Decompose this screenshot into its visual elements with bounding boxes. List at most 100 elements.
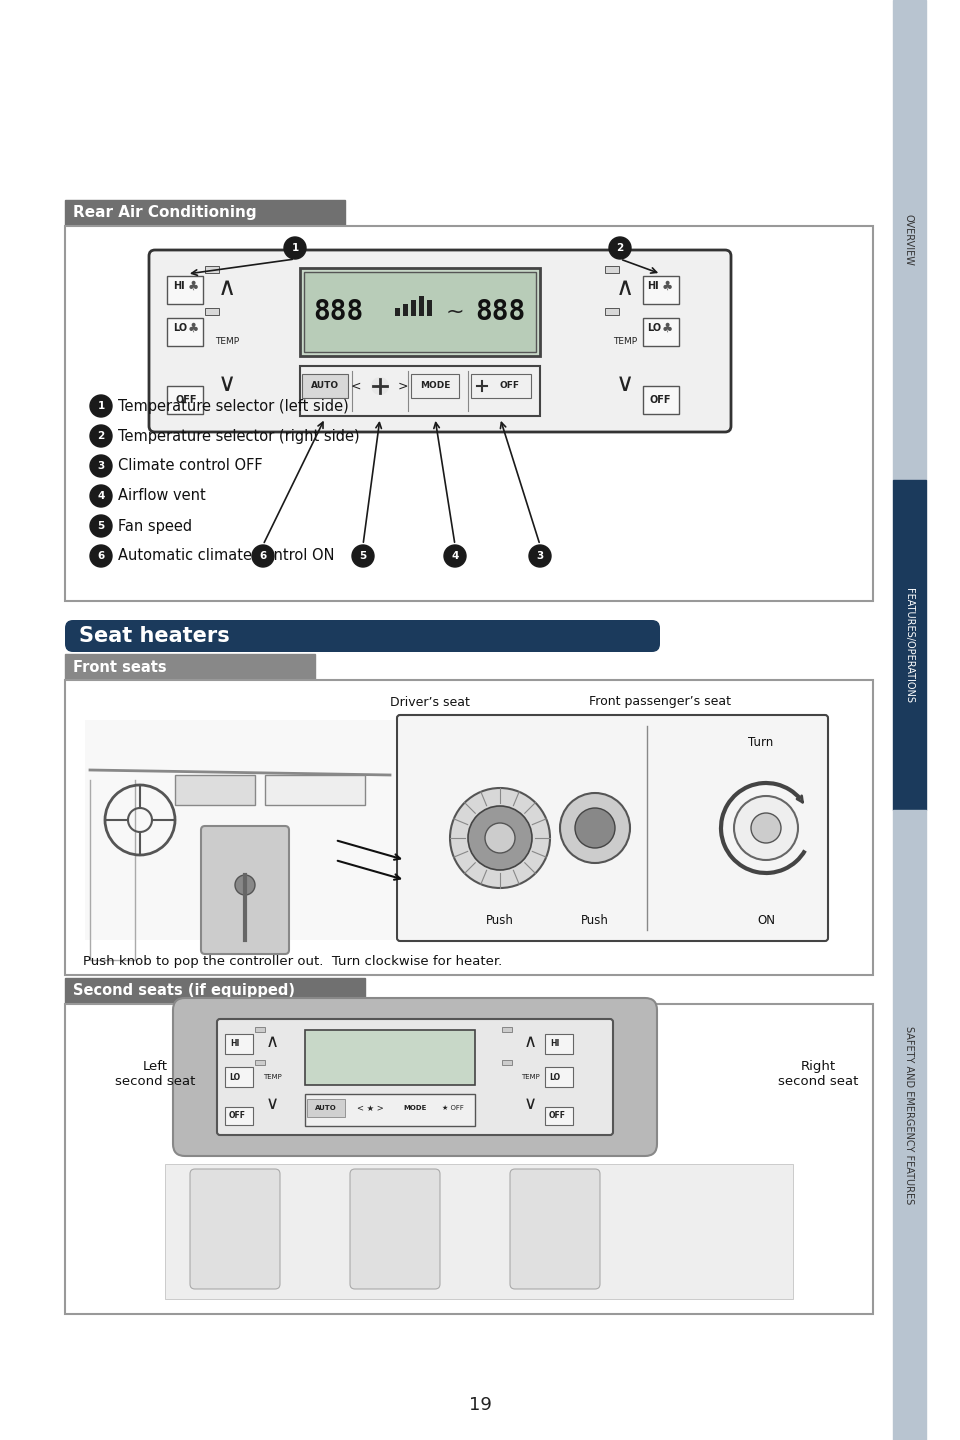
Text: Rear Air Conditioning: Rear Air Conditioning (73, 206, 256, 220)
Bar (643, 276, 679, 304)
Bar (255, 1060, 265, 1066)
Text: Second seats (if equipped): Second seats (if equipped) (73, 984, 295, 998)
Circle shape (252, 544, 274, 567)
Text: SAFETY AND EMERGENCY FEATURES: SAFETY AND EMERGENCY FEATURES (904, 1025, 914, 1204)
Text: 2: 2 (97, 431, 105, 441)
Circle shape (560, 793, 630, 863)
Circle shape (352, 544, 374, 567)
Text: OVERVIEW: OVERVIEW (904, 215, 914, 266)
Text: Push: Push (486, 913, 514, 926)
Text: ∧: ∧ (616, 276, 635, 300)
Text: < ★ >: < ★ > (356, 1103, 383, 1113)
Circle shape (90, 485, 112, 507)
FancyBboxPatch shape (149, 251, 731, 432)
Text: HI: HI (550, 1040, 560, 1048)
FancyBboxPatch shape (217, 1020, 613, 1135)
Text: LO: LO (173, 323, 187, 333)
Bar (205, 308, 219, 315)
Text: Airflow vent: Airflow vent (118, 488, 205, 504)
Text: Front passenger’s seat: Front passenger’s seat (589, 696, 731, 708)
Text: $\clubsuit$: $\clubsuit$ (187, 279, 199, 292)
Bar (893, 809, 926, 1440)
Bar (643, 318, 679, 346)
Circle shape (609, 238, 631, 259)
Text: Push knob to pop the controller out.  Turn clockwise for heater.: Push knob to pop the controller out. Tur… (83, 955, 502, 968)
Bar (265, 775, 365, 805)
Bar (304, 272, 536, 351)
Bar (225, 1067, 253, 1087)
Text: TEMP: TEMP (263, 1074, 281, 1080)
Bar (502, 1027, 512, 1032)
Text: LO: LO (229, 1073, 240, 1081)
FancyBboxPatch shape (350, 1169, 440, 1289)
Text: Seat heaters: Seat heaters (79, 626, 229, 647)
Text: ∨: ∨ (265, 1094, 278, 1113)
Bar (165, 1164, 793, 1299)
Text: 19: 19 (468, 1395, 492, 1414)
Bar (225, 1107, 253, 1125)
Text: Left
second seat: Left second seat (115, 1060, 195, 1089)
Bar (471, 374, 531, 397)
Text: 6: 6 (259, 552, 267, 562)
Circle shape (90, 425, 112, 446)
Circle shape (90, 395, 112, 418)
FancyBboxPatch shape (173, 998, 657, 1156)
Text: HI: HI (230, 1040, 239, 1048)
Bar (255, 1027, 265, 1032)
Bar (605, 266, 619, 274)
Text: TEMP: TEMP (612, 337, 637, 346)
Text: 2: 2 (616, 243, 624, 253)
Circle shape (90, 544, 112, 567)
Bar (300, 268, 540, 356)
Text: TEMP: TEMP (520, 1074, 540, 1080)
Bar (167, 386, 203, 415)
Text: MODE: MODE (420, 382, 450, 390)
Text: TEMP: TEMP (215, 337, 239, 346)
Bar (225, 1034, 253, 1054)
Text: 5: 5 (97, 521, 105, 531)
FancyBboxPatch shape (65, 621, 660, 652)
Text: Temperature selector (right side): Temperature selector (right side) (118, 429, 360, 444)
Text: ~: ~ (445, 302, 465, 323)
Text: MODE: MODE (403, 1104, 426, 1112)
Text: Right
second seat: Right second seat (778, 1060, 858, 1089)
Text: OFF: OFF (175, 395, 197, 405)
Bar (85, 720, 395, 940)
Text: $\clubsuit$: $\clubsuit$ (661, 279, 673, 292)
Text: 3: 3 (537, 552, 543, 562)
Text: 1: 1 (292, 243, 299, 253)
Circle shape (444, 544, 466, 567)
Text: HI: HI (173, 281, 184, 291)
Circle shape (235, 876, 255, 896)
Bar (419, 297, 424, 315)
Text: 3: 3 (97, 461, 105, 471)
Bar (65, 1004, 873, 1313)
Text: OFF: OFF (229, 1112, 246, 1120)
Bar (502, 1060, 512, 1066)
Bar (167, 276, 203, 304)
Bar (167, 318, 203, 346)
Text: FEATURES/OPERATIONS: FEATURES/OPERATIONS (904, 588, 914, 703)
Bar (65, 978, 365, 1004)
Bar (395, 308, 400, 315)
Circle shape (575, 808, 615, 848)
Bar (65, 680, 873, 975)
Text: 5: 5 (359, 552, 367, 562)
Text: 888: 888 (313, 298, 363, 325)
Circle shape (90, 455, 112, 477)
Text: ★ OFF: ★ OFF (442, 1104, 464, 1112)
Text: >: > (397, 380, 408, 393)
Text: ∨: ∨ (523, 1094, 537, 1113)
Text: OFF: OFF (500, 382, 520, 390)
Text: AUTO: AUTO (315, 1104, 337, 1112)
Text: AUTO: AUTO (311, 382, 339, 390)
FancyBboxPatch shape (190, 1169, 280, 1289)
Text: Turn: Turn (749, 736, 774, 749)
Bar (300, 366, 540, 416)
Text: LO: LO (549, 1073, 560, 1081)
Text: ∨: ∨ (218, 372, 236, 396)
Circle shape (529, 544, 551, 567)
Text: ∧: ∧ (218, 276, 236, 300)
Bar (307, 1099, 345, 1117)
FancyBboxPatch shape (201, 827, 289, 953)
